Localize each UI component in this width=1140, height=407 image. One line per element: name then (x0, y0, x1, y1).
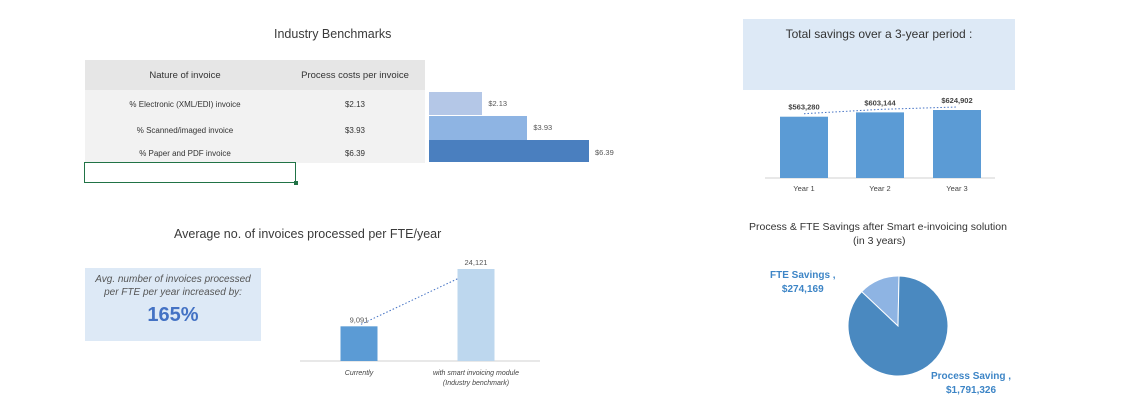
pie-label-fte-value: $274,169 (781, 284, 824, 295)
fte-category-label: Currently (345, 370, 374, 377)
pie-label-process: Process Saving , $1,791,326 (931, 370, 1011, 398)
fte-chart: 9,091 24,121 Currently with smart invoic… (300, 258, 540, 387)
pie-chart (847, 275, 949, 377)
pie-label-fte-name: FTE Savings , (770, 270, 836, 281)
fte-info-percent: 165% (147, 304, 199, 326)
savings-category-label: Year 1 (793, 184, 814, 193)
fte-value-label: 24,121 (465, 258, 488, 267)
table-row: % Paper and PDF invoice $6.39 (85, 143, 425, 163)
benchmark-bar-label: $2.13 (488, 99, 508, 108)
fte-info-box: Avg. number of invoices processed per FT… (85, 268, 261, 341)
savings-value-label: $563,280 (788, 103, 819, 112)
fte-info-text: Avg. number of invoices processed per FT… (95, 274, 251, 298)
pie-label-process-value: $1,791,326 (945, 385, 997, 396)
savings-bar (933, 110, 981, 178)
nature-cell: % Paper and PDF invoice (139, 148, 231, 158)
savings-chart: $563,280 $603,144 $624,902 Year 1 Year 2… (765, 96, 995, 193)
savings-category-label: Year 3 (946, 184, 967, 193)
fte-category-label: with smart invoicing module (433, 370, 519, 377)
fte-value-label: 9,091 (350, 315, 369, 324)
pie-slice-process (847, 275, 949, 377)
fte-bar-benchmark (457, 269, 495, 361)
header-nature: Nature of invoice (149, 69, 221, 81)
benchmark-bar-paper (429, 140, 589, 162)
savings-value-label: $603,144 (864, 98, 896, 107)
benchmarks-title: Industry Benchmarks (274, 27, 392, 41)
nature-cell: % Electronic (XML/EDI) invoice (129, 99, 241, 109)
benchmark-bar-label: $6.39 (595, 148, 614, 157)
pie-label-process-name: Process Saving , (931, 371, 1012, 382)
fte-bar-currently (340, 326, 378, 361)
header-cost: Process costs per invoice (301, 69, 409, 81)
cost-cell: $6.39 (344, 148, 366, 158)
pie-subtitle: (in 3 years) (853, 235, 906, 247)
fte-trend-line (360, 270, 475, 325)
table-row: % Electronic (XML/EDI) invoice $2.13 (85, 90, 425, 118)
benchmarks-table-header: Nature of invoice Process costs per invo… (85, 60, 425, 90)
fte-category-label: (Industry benchmark) (443, 380, 509, 387)
pie-title: Process & FTE Savings after Smart e-invo… (749, 221, 1007, 233)
pie-label-fte: FTE Savings , $274,169 (770, 269, 836, 297)
savings-bar (856, 112, 904, 178)
savings-bar (780, 116, 828, 178)
savings-title-box: Total savings over a 3-year period : (743, 19, 1015, 90)
benchmark-bar-scanned (429, 116, 528, 140)
cost-cell: $2.13 (344, 99, 366, 109)
nature-cell: % Scanned/imaged invoice (136, 126, 234, 135)
savings-trend-line (803, 106, 958, 115)
table-row: % Scanned/imaged invoice $3.93 (85, 118, 425, 143)
savings-value-label: $624,902 (941, 96, 972, 105)
benchmark-bar-electronic (429, 92, 483, 115)
fte-title: Average no. of invoices processed per FT… (174, 227, 442, 241)
savings-title: Total savings over a 3-year period : (785, 27, 973, 41)
benchmarks-table: Nature of invoice Process costs per invo… (85, 60, 425, 163)
selected-cell[interactable] (84, 162, 298, 185)
cost-cell: $3.93 (344, 126, 366, 135)
benchmark-bar-label: $3.93 (533, 123, 553, 132)
savings-category-label: Year 2 (869, 184, 890, 193)
